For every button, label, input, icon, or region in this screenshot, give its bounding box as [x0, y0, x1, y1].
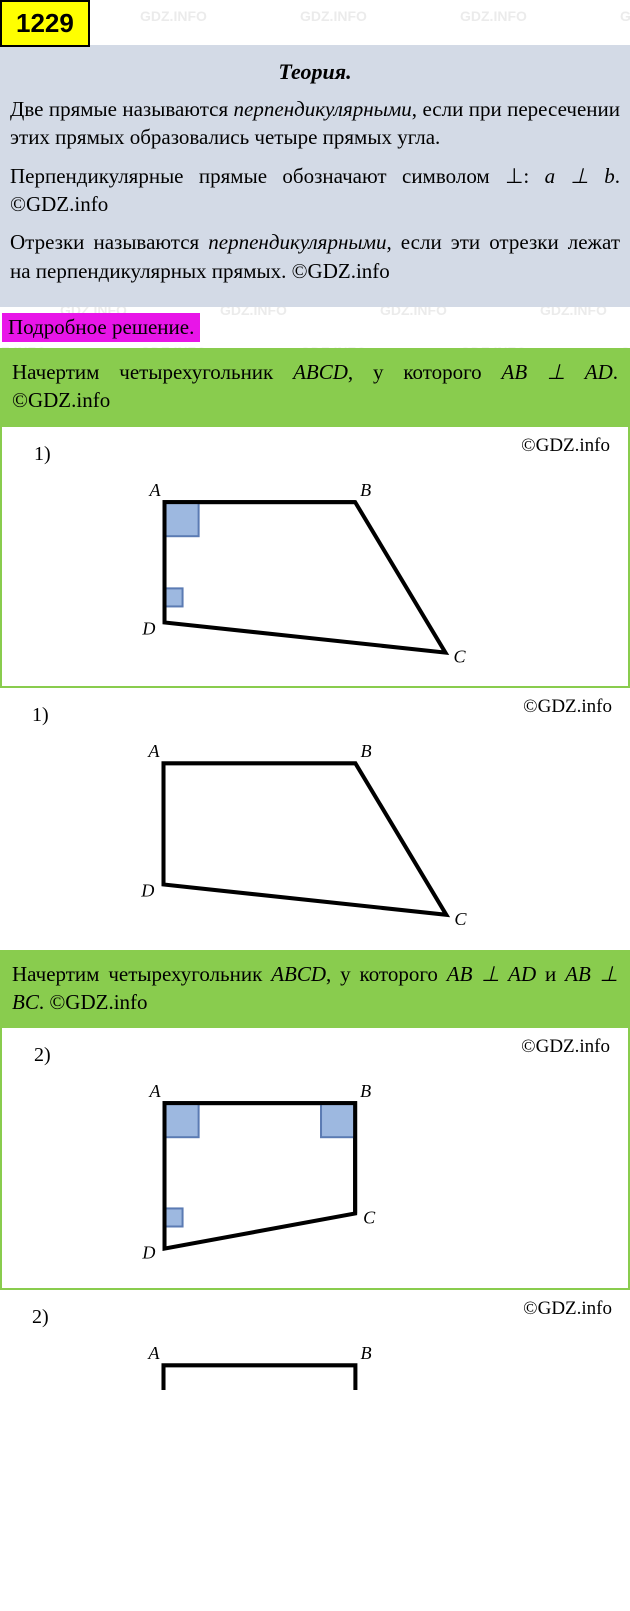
step2-header: Начертим четырехугольник ABCD, у кото­ро… — [0, 950, 630, 1027]
right-angle-marker — [165, 502, 199, 536]
right-angle-marker-b — [321, 1103, 355, 1137]
text: Две прямые называются — [10, 97, 234, 121]
figure-1: ©GDZ.info 1) A B C D — [0, 425, 630, 689]
expr: a ⊥ b — [545, 164, 615, 188]
label-c: C — [453, 646, 466, 666]
expr: ABCD — [271, 962, 326, 986]
problem-number: 1229 — [0, 0, 90, 47]
theory-p3: Отрезки называются перпендикуляр­ными, е… — [10, 228, 620, 285]
label-c: C — [363, 1208, 376, 1228]
quad-shape — [164, 764, 447, 915]
text: , у кото­рого — [348, 360, 502, 384]
label-b: B — [360, 1081, 371, 1101]
text: Начертим четырехугольник — [12, 962, 271, 986]
figure-2b: ©GDZ.info 2) A B — [0, 1290, 630, 1390]
label-a: A — [148, 1081, 161, 1101]
figure-2: ©GDZ.info 2) A B C D — [0, 1026, 630, 1290]
label-d: D — [141, 618, 155, 638]
copyright: ©GDZ.info — [521, 435, 610, 457]
term: перпендикуляр­ными — [208, 230, 386, 254]
solution-label: Подробное решение. — [2, 313, 200, 342]
right-angle-marker-small — [165, 1209, 183, 1227]
label-a: A — [147, 1343, 160, 1363]
quad-partial — [164, 1365, 356, 1390]
label-b: B — [360, 742, 371, 762]
label-b: B — [360, 480, 371, 500]
copyright: ©GDZ.info — [521, 1036, 610, 1058]
quad-diagram-1b: A B C D — [12, 733, 618, 945]
figure-1b: ©GDZ.info 1) A B C D — [0, 688, 630, 949]
copyright: ©GDZ.info — [523, 696, 612, 718]
term: перпендикуляр­ными — [234, 97, 412, 121]
expr: ABCD — [293, 360, 348, 384]
label-d: D — [140, 881, 154, 901]
expr: AB ⊥ AD — [447, 962, 536, 986]
quad-shape — [165, 502, 446, 652]
text: Перпендикулярные прямые обозначают симво… — [10, 164, 545, 188]
copyright: ©GDZ.info — [523, 1298, 612, 1320]
text: и — [536, 962, 565, 986]
quad-diagram-2b: A B — [12, 1335, 618, 1390]
theory-title: Теория. — [10, 53, 620, 95]
label-c: C — [454, 909, 467, 929]
right-angle-marker-a — [165, 1103, 199, 1137]
text: Отрезки называются — [10, 230, 208, 254]
label-a: A — [147, 742, 160, 762]
right-angle-marker-small — [165, 588, 183, 606]
quad-diagram-2: A B C D — [14, 1073, 616, 1284]
text: Начертим четырехугольник — [12, 360, 293, 384]
step1-header: Начертим четырехугольник ABCD, у кото­ро… — [0, 348, 630, 425]
quad-diagram-1: A B C D — [14, 472, 616, 683]
theory-section: Теория. Две прямые называются перпендику… — [0, 45, 630, 307]
text: , у кото­рого — [326, 962, 447, 986]
theory-p1: Две прямые называются перпендикуляр­ными… — [10, 95, 620, 152]
expr: AB ⊥ AD — [502, 360, 613, 384]
problem-badge: 1229 — [0, 0, 630, 47]
label-a: A — [148, 480, 161, 500]
text: . ©GDZ.info — [39, 990, 148, 1014]
label-b: B — [360, 1343, 371, 1363]
solution-label-row: Подробное решение. — [0, 307, 630, 342]
theory-p2: Перпендикулярные прямые обозначают симво… — [10, 162, 620, 219]
label-d: D — [141, 1243, 155, 1263]
